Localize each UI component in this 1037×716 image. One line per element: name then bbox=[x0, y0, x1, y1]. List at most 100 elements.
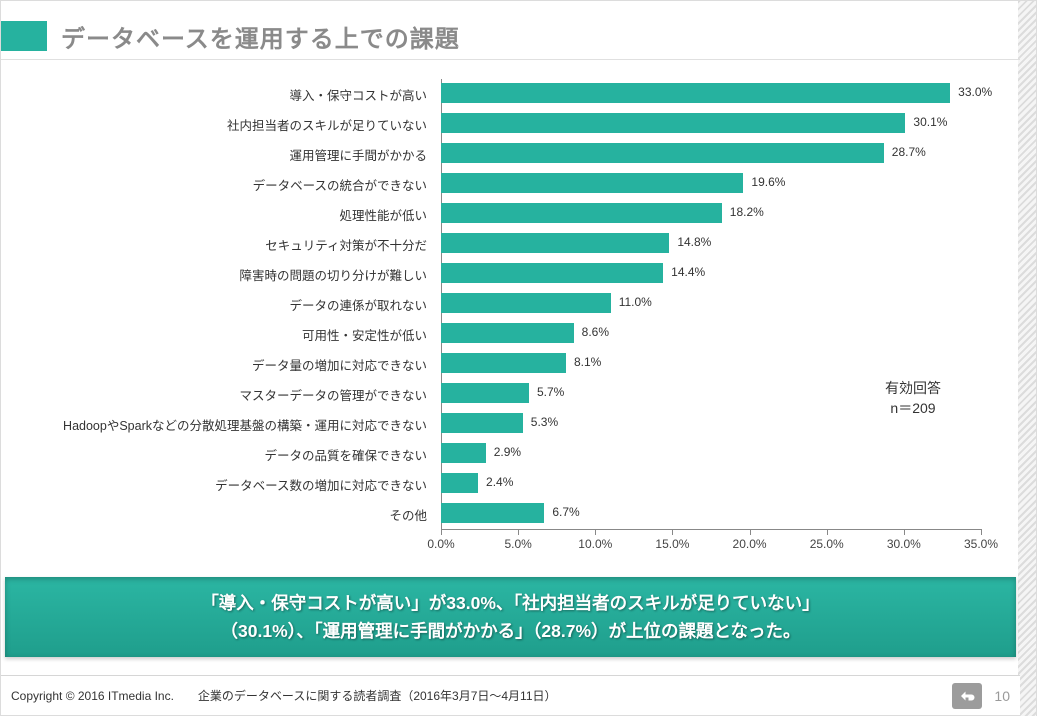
return-arrow-icon bbox=[958, 688, 976, 704]
x-tick-label: 35.0% bbox=[964, 537, 998, 551]
bar-category-label: 運用管理に手間がかかる bbox=[31, 145, 437, 164]
bar-row: データ量の増加に対応できない 8.1% bbox=[31, 349, 991, 379]
bar bbox=[441, 323, 574, 343]
chart-plot: 0.0%5.0%10.0%15.0%20.0%25.0%30.0%35.0%導入… bbox=[31, 79, 991, 559]
sample-size-note: 有効回答 n＝209 bbox=[885, 379, 941, 418]
bar-track bbox=[441, 113, 905, 133]
x-tick-label: 25.0% bbox=[810, 537, 844, 551]
bar-value-label: 33.0% bbox=[958, 85, 992, 99]
bar-track bbox=[441, 503, 544, 523]
x-axis-line bbox=[441, 529, 981, 530]
bar-track bbox=[441, 443, 486, 463]
bar-value-label: 2.9% bbox=[494, 445, 521, 459]
chart-area: 0.0%5.0%10.0%15.0%20.0%25.0%30.0%35.0%導入… bbox=[31, 79, 991, 559]
bar-row: データベース数の増加に対応できない2.4% bbox=[31, 469, 991, 499]
bar-category-label: マスターデータの管理ができない bbox=[31, 385, 437, 404]
bar-category-label: 可用性・安定性が低い bbox=[31, 325, 437, 344]
slide: データベースを運用する上での課題 0.0%5.0%10.0%15.0%20.0%… bbox=[0, 0, 1037, 716]
x-tick-label: 20.0% bbox=[733, 537, 767, 551]
x-tick-label: 0.0% bbox=[427, 537, 454, 551]
bar-value-label: 8.1% bbox=[574, 355, 601, 369]
summary-text: 「導入・保守コストが高い」が33.0%、「社内担当者のスキルが足りていない」（3… bbox=[181, 589, 839, 645]
bar-track bbox=[441, 473, 478, 493]
bar bbox=[441, 443, 486, 463]
page-title: データベースを運用する上での課題 bbox=[61, 19, 460, 54]
return-icon[interactable] bbox=[952, 683, 982, 709]
footer-copyright: Copyright © 2016 ITmedia Inc. bbox=[11, 689, 174, 703]
page-number: 10 bbox=[990, 688, 1010, 704]
bar-value-label: 11.0% bbox=[619, 295, 652, 309]
x-tick bbox=[672, 529, 673, 535]
bar-track bbox=[441, 353, 566, 373]
right-stripe-decoration bbox=[1018, 1, 1036, 716]
bar-value-label: 5.3% bbox=[531, 415, 558, 429]
bar bbox=[441, 83, 950, 103]
bar-category-label: その他 bbox=[31, 505, 437, 524]
bar-track bbox=[441, 233, 669, 253]
x-tick bbox=[981, 529, 982, 535]
bar bbox=[441, 473, 478, 493]
bar-category-label: データの品質を確保できない bbox=[31, 445, 437, 464]
bar-value-label: 14.8% bbox=[677, 235, 711, 249]
x-tick bbox=[827, 529, 828, 535]
bar-row: 障害時の問題の切り分けが難しい14.4% bbox=[31, 259, 991, 289]
bar-value-label: 6.7% bbox=[552, 505, 579, 519]
note-line2: n＝209 bbox=[890, 400, 935, 416]
bar-row: セキュリティ対策が不十分だ14.8% bbox=[31, 229, 991, 259]
title-underline bbox=[1, 59, 1020, 60]
bar bbox=[441, 383, 529, 403]
note-line1: 有効回答 bbox=[885, 380, 941, 396]
bar-track bbox=[441, 413, 523, 433]
x-tick bbox=[518, 529, 519, 535]
bar-value-label: 14.4% bbox=[671, 265, 705, 279]
bar-category-label: データ量の増加に対応できない bbox=[31, 355, 437, 374]
bar-row: 処理性能が低い 18.2% bbox=[31, 199, 991, 229]
bar bbox=[441, 173, 743, 193]
bar bbox=[441, 143, 884, 163]
bar-row: データベースの統合ができない19.6% bbox=[31, 169, 991, 199]
bar-row: 運用管理に手間がかかる 28.7% bbox=[31, 139, 991, 169]
bar-track bbox=[441, 383, 529, 403]
bar bbox=[441, 293, 611, 313]
bar-row: 導入・保守コストが高い 33.0% bbox=[31, 79, 991, 109]
bar-row: 可用性・安定性が低い 8.6% bbox=[31, 319, 991, 349]
summary-band: 「導入・保守コストが高い」が33.0%、「社内担当者のスキルが足りていない」（3… bbox=[5, 577, 1016, 657]
bar-row: データの品質を確保できない 2.9% bbox=[31, 439, 991, 469]
bar-row: HadoopやSparkなどの分散処理基盤の構築・運用に対応できない 5.3% bbox=[31, 409, 991, 439]
footer-survey: 企業のデータベースに関する読者調査（2016年3月7日～4月11日） bbox=[198, 687, 952, 704]
bar-category-label: データベースの統合ができない bbox=[31, 175, 437, 194]
x-tick-label: 30.0% bbox=[887, 537, 921, 551]
bar-track bbox=[441, 323, 574, 343]
bar-value-label: 28.7% bbox=[892, 145, 926, 159]
x-tick bbox=[750, 529, 751, 535]
x-tick bbox=[595, 529, 596, 535]
title-row: データベースを運用する上での課題 bbox=[1, 1, 1036, 61]
bar bbox=[441, 113, 905, 133]
bar-category-label: 社内担当者のスキルが足りていない bbox=[31, 115, 437, 134]
bar-category-label: 導入・保守コストが高い bbox=[31, 85, 437, 104]
x-tick-label: 15.0% bbox=[655, 537, 689, 551]
bar-category-label: データベース数の増加に対応できない bbox=[31, 475, 437, 494]
x-tick-label: 5.0% bbox=[504, 537, 531, 551]
bar-track bbox=[441, 173, 743, 193]
bar-row: その他 6.7% bbox=[31, 499, 991, 529]
bar bbox=[441, 233, 669, 253]
bar-value-label: 18.2% bbox=[730, 205, 764, 219]
bar-value-label: 5.7% bbox=[537, 385, 564, 399]
bar bbox=[441, 503, 544, 523]
bar bbox=[441, 263, 663, 283]
bar-value-label: 30.1% bbox=[913, 115, 947, 129]
bar-row: 社内担当者のスキルが足りていない 30.1% bbox=[31, 109, 991, 139]
bar-track bbox=[441, 293, 611, 313]
bar-row: マスターデータの管理ができない 5.7% bbox=[31, 379, 991, 409]
bar-track bbox=[441, 143, 884, 163]
bar bbox=[441, 353, 566, 373]
bar-category-label: HadoopやSparkなどの分散処理基盤の構築・運用に対応できない bbox=[31, 415, 437, 434]
bar-track bbox=[441, 203, 722, 223]
bar bbox=[441, 203, 722, 223]
x-tick bbox=[441, 529, 442, 535]
bar-category-label: 処理性能が低い bbox=[31, 205, 437, 224]
title-accent-block bbox=[1, 21, 47, 51]
bar-category-label: データの連係が取れない bbox=[31, 295, 437, 314]
bar-value-label: 8.6% bbox=[582, 325, 609, 339]
